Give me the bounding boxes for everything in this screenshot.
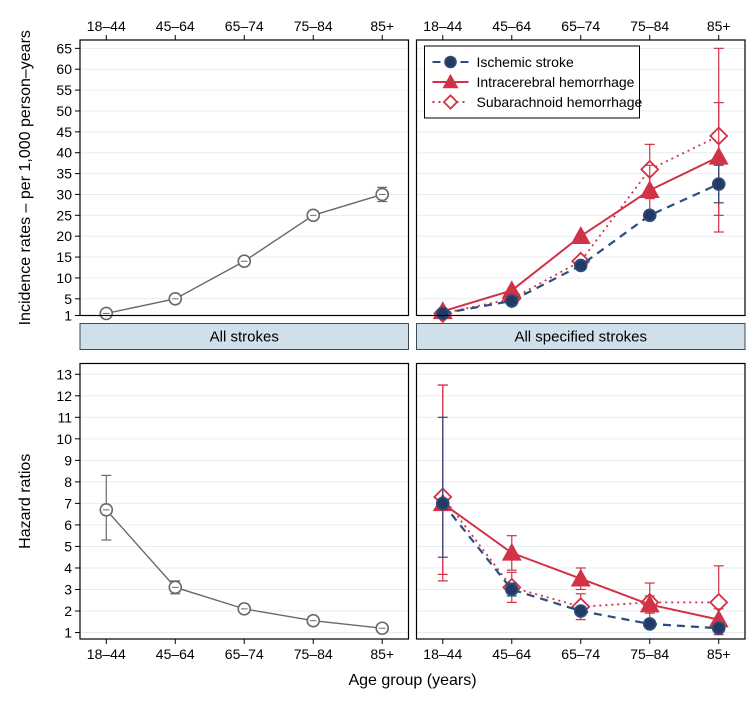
legend-label-ischemic: Ischemic stroke (477, 54, 574, 70)
y-tick-label: 50 (56, 103, 72, 119)
x-tick-label: 45–64 (492, 646, 531, 662)
y-axis-label-top: Incidence rates – per 1,000 person–years (17, 30, 34, 325)
y-tick-label: 30 (56, 186, 72, 202)
y-tick-label: 4 (64, 560, 72, 576)
y-tick-label: 55 (56, 82, 72, 98)
y-tick-label: 6 (64, 517, 72, 533)
x-tick-label-top: 85+ (707, 18, 731, 34)
y-tick-label: 10 (56, 270, 72, 286)
y-tick-label: 2 (64, 603, 72, 619)
y-tick-label: 8 (64, 474, 72, 490)
y-tick-label: 15 (56, 249, 72, 265)
y-tick-label: 45 (56, 124, 72, 140)
y-tick-label: 20 (56, 228, 72, 244)
y-tick-label: 60 (56, 61, 72, 77)
x-tick-label: 45–64 (156, 646, 195, 662)
label-band-right: All specified strokes (514, 329, 647, 346)
y-tick-label: 1 (64, 625, 72, 641)
x-tick-label: 18–44 (87, 646, 126, 662)
x-tick-label-top: 65–74 (561, 18, 600, 34)
x-tick-label-top: 18–44 (423, 18, 462, 34)
stroke-incidence-hazard-chart: 1510152025303540455055606512345678910111… (10, 10, 743, 704)
y-tick-label: 7 (64, 495, 72, 511)
y-tick-label: 5 (64, 291, 72, 307)
y-tick-label: 10 (56, 431, 72, 447)
label-band-left: All strokes (210, 329, 279, 346)
y-tick-label: 65 (56, 40, 72, 56)
x-tick-label: 85+ (707, 646, 731, 662)
y-tick-label: 35 (56, 166, 72, 182)
legend-label-ich: Intracerebral hemorrhage (477, 74, 635, 90)
y-tick-label: 12 (56, 388, 72, 404)
x-tick-label-top: 18–44 (87, 18, 126, 34)
x-tick-label-top: 45–64 (156, 18, 195, 34)
x-tick-label: 65–74 (225, 646, 264, 662)
y-tick-label: 11 (57, 409, 72, 425)
x-tick-label: 75–84 (630, 646, 669, 662)
x-tick-label-top: 75–84 (294, 18, 333, 34)
x-tick-label: 85+ (370, 646, 394, 662)
y-tick-label: 40 (56, 145, 72, 161)
x-axis-label: Age group (years) (348, 672, 476, 689)
x-tick-label: 18–44 (423, 646, 462, 662)
x-tick-label: 75–84 (294, 646, 333, 662)
legend-label-sah: Subarachnoid hemorrhage (477, 94, 643, 110)
y-tick-label: 1 (64, 308, 72, 324)
x-tick-label-top: 65–74 (225, 18, 264, 34)
y-tick-label: 25 (56, 207, 72, 223)
y-tick-label: 3 (64, 581, 72, 597)
x-tick-label: 65–74 (561, 646, 600, 662)
y-tick-label: 9 (64, 452, 72, 468)
y-axis-label-bottom: Hazard ratios (17, 454, 34, 549)
x-tick-label-top: 45–64 (492, 18, 531, 34)
y-tick-label: 13 (56, 366, 72, 382)
x-tick-label-top: 85+ (370, 18, 394, 34)
y-tick-label: 5 (64, 538, 72, 554)
x-tick-label-top: 75–84 (630, 18, 669, 34)
